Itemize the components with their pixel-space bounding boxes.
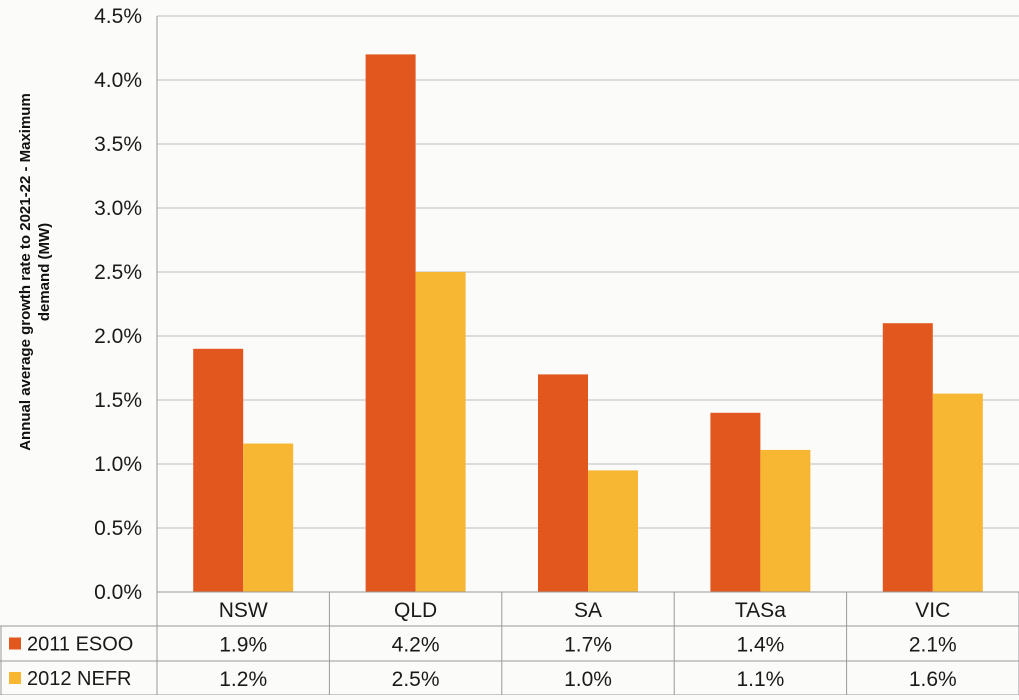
bar-2011-esoo-qld bbox=[365, 54, 416, 592]
legend-swatch bbox=[9, 672, 21, 684]
data-label: 1.0% bbox=[564, 668, 612, 691]
legend-label: 2011 ESOO bbox=[27, 634, 133, 656]
y-axis-label: Annual average growth rate to 2021-22 - … bbox=[17, 93, 53, 451]
y-tick-label: 2.0% bbox=[94, 325, 142, 348]
y-tick-labels: 0.0% 0.5% 1.0% 1.5% 2.0% 2.5% 3.0% 3.5% 4.0% 4.5% bbox=[94, 5, 142, 604]
x-category-label: VIC bbox=[915, 599, 950, 622]
x-category-label: SA bbox=[574, 599, 602, 622]
y-tick-label: 0.5% bbox=[94, 517, 142, 540]
data-label: 1.7% bbox=[564, 634, 612, 657]
data-label: 1.1% bbox=[736, 668, 784, 691]
data-label: 2.1% bbox=[909, 634, 957, 657]
y-tick-label: 0.0% bbox=[94, 581, 142, 604]
bar-2012-nefr-qld bbox=[415, 272, 466, 592]
y-tick-label: 1.0% bbox=[94, 453, 142, 476]
y-tick-label: 3.5% bbox=[94, 133, 142, 156]
data-label: 4.2% bbox=[392, 634, 440, 657]
y-tick-label: 4.0% bbox=[94, 69, 142, 92]
x-category-label: NSW bbox=[219, 599, 268, 622]
bar-2011-esoo-vic bbox=[882, 323, 933, 592]
x-category-label: QLD bbox=[394, 599, 437, 622]
bar-2011-esoo-sa bbox=[538, 374, 588, 592]
x-category-label: TASa bbox=[735, 599, 786, 622]
data-label: 1.9% bbox=[219, 634, 267, 657]
legend-swatch bbox=[9, 637, 21, 650]
bar-2011-esoo-tasa bbox=[710, 412, 761, 592]
data-label: 1.2% bbox=[219, 668, 267, 691]
gridlines bbox=[156, 15, 1019, 593]
y-tick-label: 1.5% bbox=[94, 389, 142, 412]
data-table: NSW QLD SA TASa VIC 2011 ESOO 1.9% 4.2% 1.7% 1.4%… bbox=[0, 591, 1019, 696]
data-label: 1.4% bbox=[736, 634, 784, 657]
bar-2012-nefr-nsw bbox=[243, 443, 294, 592]
data-label: 1.6% bbox=[909, 668, 957, 691]
bar-2011-esoo-nsw bbox=[193, 348, 244, 592]
bar-2012-nefr-tasa bbox=[760, 449, 811, 592]
data-label: 2.5% bbox=[392, 668, 440, 691]
bars-group bbox=[193, 54, 983, 592]
y-tick-label: 4.5% bbox=[94, 5, 142, 28]
bar-2012-nefr-sa bbox=[588, 470, 638, 592]
y-tick-label: 2.5% bbox=[94, 261, 142, 284]
y-tick-label: 3.0% bbox=[94, 197, 142, 220]
legend-label: 2012 NEFR bbox=[27, 668, 132, 690]
bar-2012-nefr-vic bbox=[932, 393, 983, 592]
